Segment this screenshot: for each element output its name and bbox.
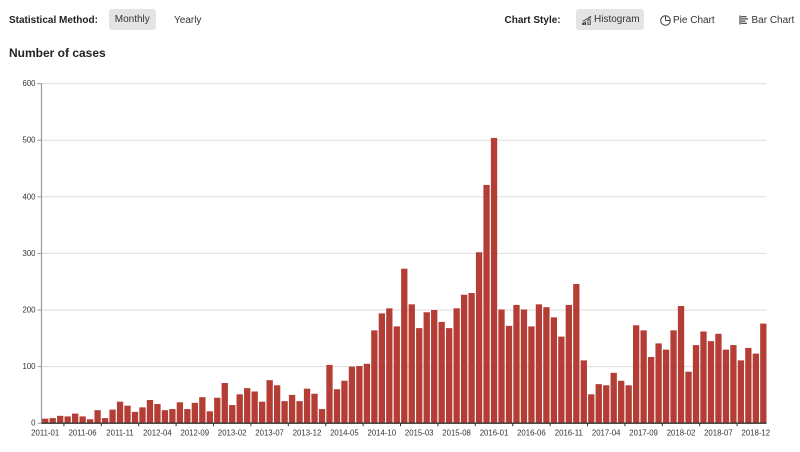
svg-text:300: 300 <box>22 249 36 258</box>
svg-text:2014-10: 2014-10 <box>367 428 396 437</box>
svg-text:2016-01: 2016-01 <box>480 428 509 437</box>
svg-text:2018-02: 2018-02 <box>667 428 696 437</box>
svg-text:2018-07: 2018-07 <box>704 428 733 437</box>
svg-text:2013-07: 2013-07 <box>255 428 284 437</box>
svg-text:2016-11: 2016-11 <box>555 428 583 437</box>
svg-text:0: 0 <box>31 419 36 428</box>
svg-text:2011-01: 2011-01 <box>31 428 59 437</box>
svg-text:2016-06: 2016-06 <box>517 428 546 437</box>
svg-text:600: 600 <box>22 79 36 88</box>
svg-text:2012-09: 2012-09 <box>180 428 209 437</box>
svg-text:2015-03: 2015-03 <box>405 428 434 437</box>
svg-text:2017-09: 2017-09 <box>629 428 658 437</box>
svg-text:100: 100 <box>22 362 36 371</box>
svg-text:2013-02: 2013-02 <box>218 428 247 437</box>
svg-text:400: 400 <box>22 192 36 201</box>
svg-text:500: 500 <box>22 136 36 145</box>
svg-text:2015-08: 2015-08 <box>442 428 471 437</box>
svg-text:2011-11: 2011-11 <box>106 428 133 437</box>
svg-text:200: 200 <box>22 306 36 315</box>
svg-text:2014-05: 2014-05 <box>330 428 359 437</box>
svg-text:2018-12: 2018-12 <box>741 428 770 437</box>
svg-text:2017-04: 2017-04 <box>592 428 621 437</box>
svg-text:2013-12: 2013-12 <box>293 428 322 437</box>
svg-text:2011-06: 2011-06 <box>69 428 97 437</box>
svg-text:2012-04: 2012-04 <box>143 428 172 437</box>
